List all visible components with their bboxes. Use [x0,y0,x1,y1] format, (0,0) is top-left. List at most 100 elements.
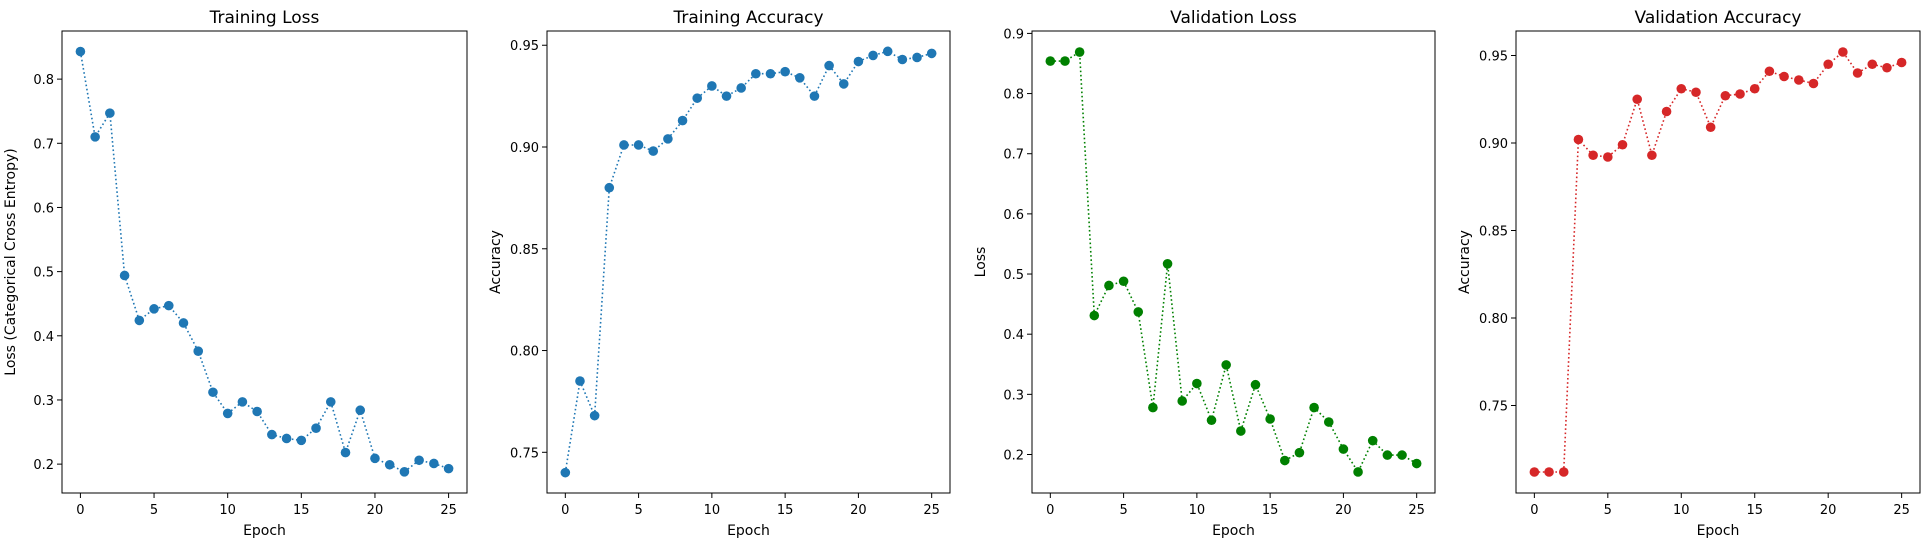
data-point [163,300,174,311]
x-tick-label: 20 [850,503,867,518]
y-axis-label: Loss [973,247,989,278]
data-point [926,48,937,59]
data-point [853,56,864,67]
y-axis-label: Accuracy [488,230,504,294]
data-point [897,54,908,65]
data-point [1279,455,1290,466]
data-point [370,453,380,464]
data-point [1632,94,1642,105]
x-axis-label: Epoch [1212,523,1255,539]
data-point [633,140,644,150]
data-point [208,387,218,398]
y-tick-label: 0.8 [1003,88,1024,103]
data-point [1148,402,1158,413]
y-tick-label: 0.7 [1003,148,1024,163]
series-line [564,50,932,473]
data-point [619,140,629,150]
data-point [1867,59,1878,70]
data-point [1838,47,1848,57]
y-tick-label: 0.75 [1479,400,1508,415]
y-tick-label: 0.3 [1003,388,1024,403]
data-point [311,423,321,433]
data-point [1221,360,1231,370]
x-tick-label: 20 [1335,503,1352,518]
data-point [794,73,805,83]
data-point [1338,444,1349,454]
x-tick-label: 5 [150,503,158,518]
y-tick-label: 0.80 [510,345,539,360]
data-point [677,115,688,126]
data-point [1177,396,1188,406]
y-tick-label: 0.95 [510,39,539,54]
data-point [252,406,262,417]
x-tick-label: 5 [634,503,642,518]
data-point [1823,59,1833,70]
y-tick-label: 0.90 [510,141,539,156]
y-tick-label: 0.85 [510,243,539,258]
data-point [560,467,571,478]
data-point [222,408,233,419]
data-point [809,91,820,101]
y-tick-label: 0.90 [1479,137,1508,152]
y-tick-label: 0.2 [33,458,54,473]
data-point [237,397,248,407]
data-point [75,46,86,57]
plot-frame [546,30,951,494]
data-point [1309,402,1319,413]
x-tick-label: 15 [1746,503,1763,518]
data-point [838,79,849,89]
x-tick-label: 10 [1673,503,1690,518]
series-line [1534,50,1902,473]
data-point [1749,83,1760,94]
data-point [1192,378,1202,389]
data-point [1397,450,1407,460]
data-point [340,447,351,458]
data-point [1294,447,1305,458]
y-tick-label: 0.5 [1003,268,1024,283]
data-point [692,93,703,103]
data-point [355,405,366,416]
x-tick-label: 25 [1893,503,1910,518]
data-point [1074,47,1085,57]
x-axis-label: Epoch [243,523,286,539]
data-point [721,91,732,101]
data-point [1382,450,1393,460]
data-point [384,459,395,470]
data-point [736,83,746,93]
data-point [1104,280,1114,291]
data-point [443,463,454,474]
data-point [1779,71,1789,82]
y-tick-label: 0.2 [1003,449,1024,464]
data-point [1896,57,1907,68]
plot-frame [61,30,468,494]
data-point [1691,87,1701,98]
data-point [1250,379,1261,390]
y-tick-label: 0.3 [33,394,54,409]
data-point [281,433,292,444]
data-point [1676,83,1687,94]
y-tick-label: 0.8 [33,73,54,88]
y-tick-label: 0.75 [510,446,539,461]
y-tick-label: 0.95 [1479,50,1508,65]
data-point [1089,310,1100,321]
data-point [1206,415,1217,426]
subplot-3: 0 5 10 15 20 25 0.2 0.3 0.4 0.5 0.6 0.7 0.8 0.9 Valida… [973,8,1436,539]
data-point [1236,426,1246,436]
y-tick-label: 0.80 [1479,312,1508,327]
y-axis-label: Loss (Categorical Cross Entropy) [3,148,19,375]
x-tick-label: 0 [76,503,84,518]
data-point [780,66,790,77]
data-point [1647,150,1657,161]
data-point [751,68,761,79]
series-line [79,51,449,473]
x-tick-label: 0 [1046,503,1054,518]
x-tick-label: 5 [1604,503,1612,518]
chart-title: Validation Loss [1170,8,1297,28]
data-point [1353,467,1363,477]
data-point [178,318,189,328]
data-point [1265,414,1275,424]
data-point [589,410,600,421]
data-point [1529,467,1540,477]
data-point [765,68,776,79]
